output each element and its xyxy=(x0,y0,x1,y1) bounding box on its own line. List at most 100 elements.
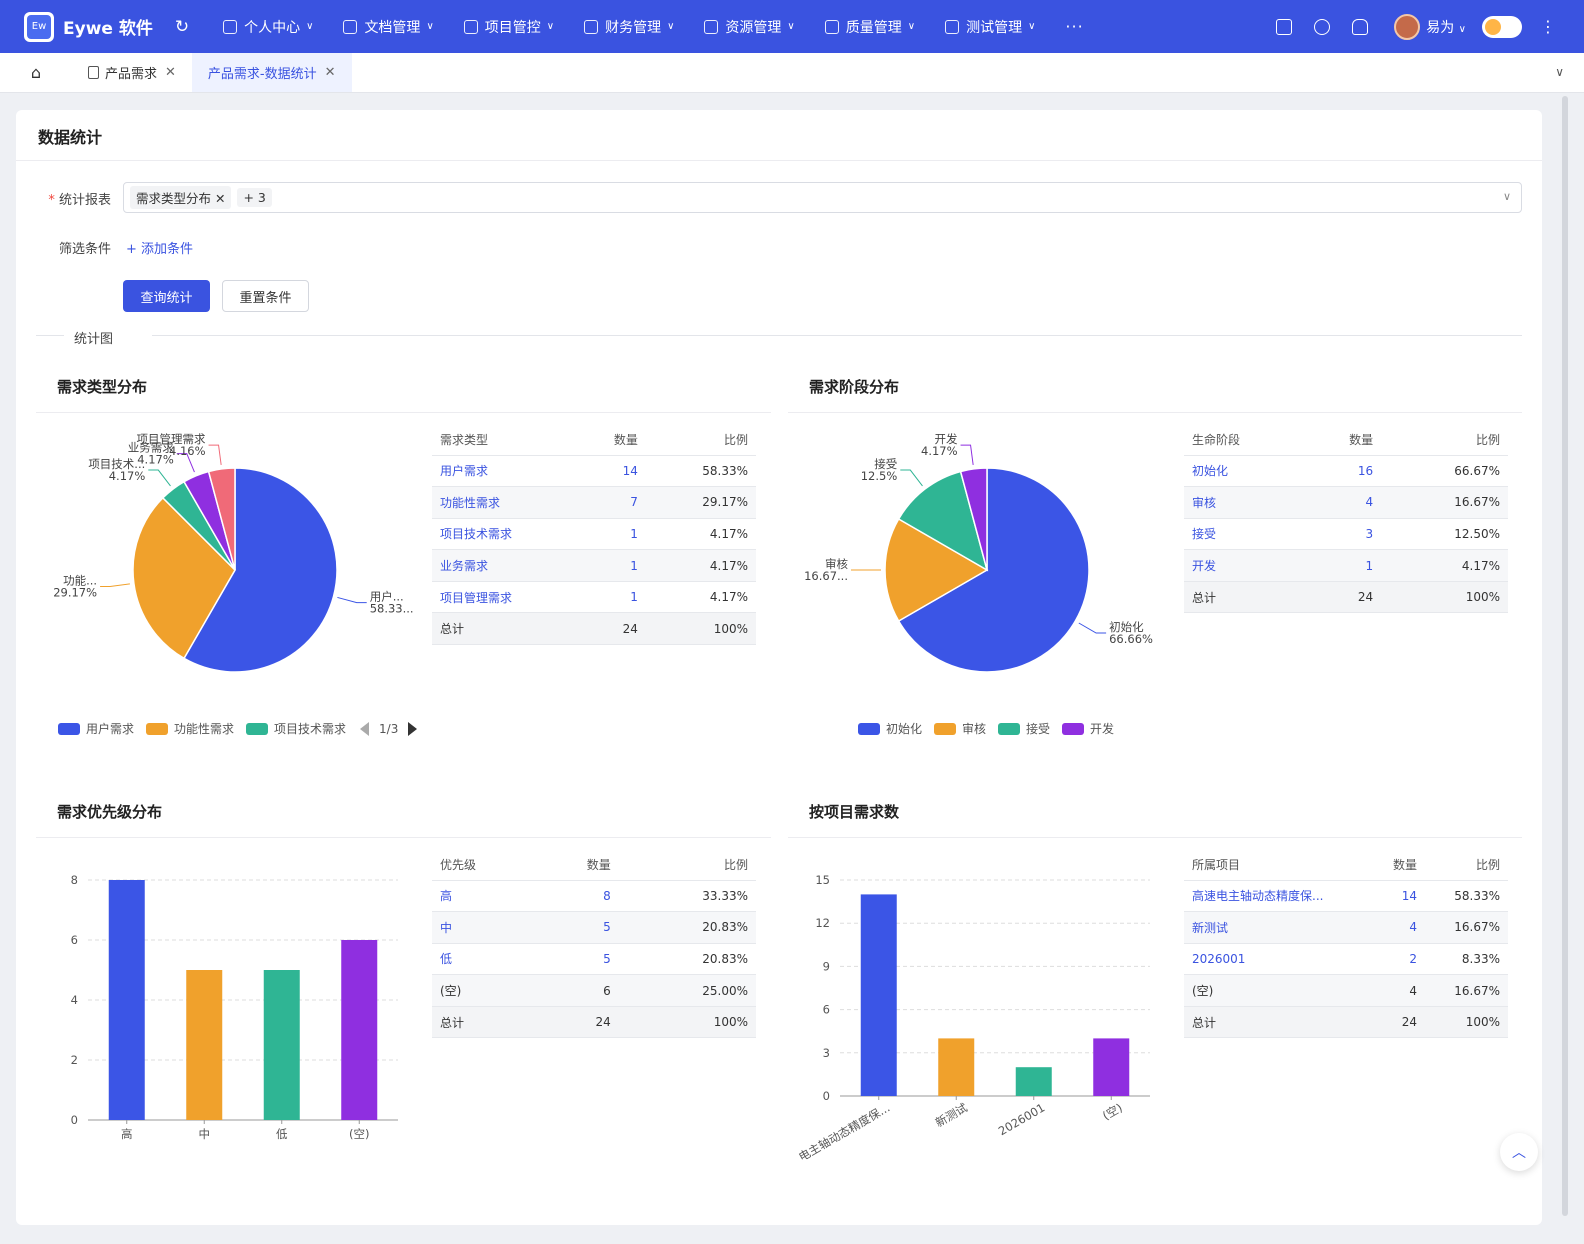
type-legend: 用户需求 功能性需求 项目技术需求 1/3 xyxy=(58,720,418,737)
globe-icon[interactable] xyxy=(1314,18,1331,35)
legend-label: 项目技术需求 xyxy=(274,722,347,736)
legend-item[interactable]: 初始化 xyxy=(858,720,922,737)
stage-table: 生命阶段 数量 比例 初始化 16 66.67% 审核 4 16.67% 接受 3 12.5… xyxy=(1184,424,1508,614)
legend-swatch xyxy=(246,722,269,735)
row-count[interactable]: 3 xyxy=(1299,518,1382,551)
user-name[interactable]: 易为 ∨ xyxy=(1426,17,1466,37)
legend-item[interactable]: 开发 xyxy=(1062,720,1114,737)
row-count[interactable]: 14 xyxy=(1371,880,1426,913)
row-link[interactable]: 2026001 xyxy=(1184,943,1372,976)
app-logo[interactable]: Ew Eywe 软件 xyxy=(24,11,153,42)
pie-label-name: 项目技术... xyxy=(88,457,145,471)
col-header: 数量 xyxy=(1371,849,1426,881)
table-row: 业务需求 1 4.17% xyxy=(432,549,756,582)
legend-item[interactable]: 接受 xyxy=(998,720,1050,737)
row-link[interactable]: 项目技术需求 xyxy=(432,518,575,551)
row-count[interactable]: 1 xyxy=(574,581,646,614)
home-tab-icon[interactable]: ⌂ xyxy=(30,63,42,82)
legend-item[interactable]: 审核 xyxy=(934,720,986,737)
legend-item[interactable]: 功能性需求 xyxy=(146,720,234,737)
y-tick-label: 15 xyxy=(815,873,830,887)
legend-label: 用户需求 xyxy=(86,722,135,736)
reset-button[interactable]: 重置条件 xyxy=(222,280,309,312)
fullscreen-icon[interactable] xyxy=(1276,18,1293,35)
add-condition-link[interactable]: + 添加条件 xyxy=(126,242,194,257)
report-select[interactable]: 需求类型分布 ✕ + 3 ∨ xyxy=(123,182,1522,213)
panel-divider xyxy=(788,412,1522,413)
row-link[interactable]: 功能性需求 xyxy=(432,486,575,519)
app-title: Eywe 软件 xyxy=(63,19,153,39)
nav-item-finance[interactable]: 财务管理 ∨ xyxy=(584,17,674,37)
nav-item-quality[interactable]: 质量管理 ∨ xyxy=(824,17,915,37)
tab-bar: ⌂ 产品需求 ✕ 产品需求-数据统计 ✕ ∨ xyxy=(0,53,1584,93)
chevron-down-icon: ∨ xyxy=(306,21,314,32)
pie-slice xyxy=(884,517,989,623)
query-button[interactable]: 查询统计 xyxy=(123,280,210,312)
row-count[interactable]: 7 xyxy=(574,486,646,519)
table-row: 高 8 33.33% xyxy=(432,880,756,913)
type-pie-chart: 用户...58.33...功能...29.17%项目技术...4.17%业务需求… xyxy=(53,432,414,673)
row-count[interactable]: 1 xyxy=(574,549,646,582)
row-count[interactable]: 14 xyxy=(574,455,646,488)
nav-item-documents[interactable]: 文档管理 ∨ xyxy=(343,17,434,37)
prev-page-icon[interactable] xyxy=(360,721,370,736)
row-link[interactable]: 中 xyxy=(432,911,530,944)
pie-label-line xyxy=(900,469,923,487)
table-header: 优先级 数量 比例 xyxy=(432,849,756,881)
row-link[interactable]: 高 xyxy=(432,880,530,913)
row-link[interactable]: 开发 xyxy=(1184,549,1299,582)
row-ratio: 8.33% xyxy=(1425,943,1508,976)
row-link[interactable]: 用户需求 xyxy=(432,455,575,488)
table-row: 接受 3 12.50% xyxy=(1184,518,1508,551)
shield-icon xyxy=(824,19,839,34)
y-tick-label: 9 xyxy=(823,959,830,973)
row-count[interactable]: 4 xyxy=(1371,911,1426,944)
row-link[interactable]: 高速电主轴动态精度保... xyxy=(1184,880,1372,913)
pie-slice xyxy=(959,467,988,571)
nav-item-projects[interactable]: 项目管控 ∨ xyxy=(463,17,554,37)
page-scrollbar[interactable] xyxy=(1562,96,1568,1216)
row-count[interactable]: 1 xyxy=(1299,549,1382,582)
y-tick-label: 6 xyxy=(823,1003,830,1017)
nav-more-icon[interactable]: ··· xyxy=(1065,17,1084,36)
next-page-icon[interactable] xyxy=(408,721,418,736)
row-count[interactable]: 4 xyxy=(1299,486,1382,519)
row-link[interactable]: 项目管理需求 xyxy=(432,581,575,614)
row-count[interactable]: 1 xyxy=(574,518,646,551)
row-link[interactable]: 接受 xyxy=(1184,518,1299,551)
chevron-down-icon[interactable]: ∨ xyxy=(1555,65,1564,79)
bar xyxy=(263,970,300,1120)
y-tick-label: 8 xyxy=(71,873,78,887)
row-count[interactable]: 8 xyxy=(529,880,619,913)
nav-item-resources[interactable]: 资源管理 ∨ xyxy=(704,17,795,37)
tab-product-requirements[interactable]: 产品需求 ✕ xyxy=(72,53,192,92)
row-link[interactable]: 低 xyxy=(432,943,530,976)
refresh-icon[interactable]: ↻ xyxy=(174,16,190,37)
row-link[interactable]: 初始化 xyxy=(1184,455,1299,488)
row-count[interactable]: 16 xyxy=(1299,455,1382,488)
project-bar-chart: 0 3 6 9 12 15 电主轴动态精度保... 新测试 2026001 (空) xyxy=(796,873,1150,1164)
close-icon[interactable]: ✕ xyxy=(324,65,336,80)
row-count[interactable]: 5 xyxy=(529,911,619,944)
nav-item-personal-center[interactable]: 个人中心 ∨ xyxy=(223,17,313,37)
nav-item-testing[interactable]: 测试管理 ∨ xyxy=(945,17,1035,37)
row-count[interactable]: 2 xyxy=(1371,943,1426,976)
bell-icon[interactable] xyxy=(1352,18,1369,35)
theme-toggle[interactable] xyxy=(1482,15,1522,38)
close-icon[interactable]: ✕ xyxy=(215,191,226,206)
row-link[interactable]: 业务需求 xyxy=(432,549,575,582)
scroll-to-top-button[interactable]: ︿ xyxy=(1500,1133,1538,1171)
col-header: 数量 xyxy=(1299,424,1382,456)
total-row: 总计 24 100% xyxy=(432,612,756,646)
row-link[interactable]: 新测试 xyxy=(1184,911,1372,944)
row-count[interactable]: 5 xyxy=(529,943,619,976)
home-icon xyxy=(223,19,238,34)
required-mark: * xyxy=(48,193,59,208)
avatar[interactable] xyxy=(1394,13,1421,40)
more-vertical-icon[interactable]: ⋮ xyxy=(1540,17,1556,36)
close-icon[interactable]: ✕ xyxy=(165,65,176,80)
row-link[interactable]: 审核 xyxy=(1184,486,1299,519)
tab-data-statistics[interactable]: 产品需求-数据统计 ✕ xyxy=(191,53,352,92)
legend-item[interactable]: 项目技术需求 xyxy=(246,720,346,737)
legend-item[interactable]: 用户需求 xyxy=(58,720,134,737)
